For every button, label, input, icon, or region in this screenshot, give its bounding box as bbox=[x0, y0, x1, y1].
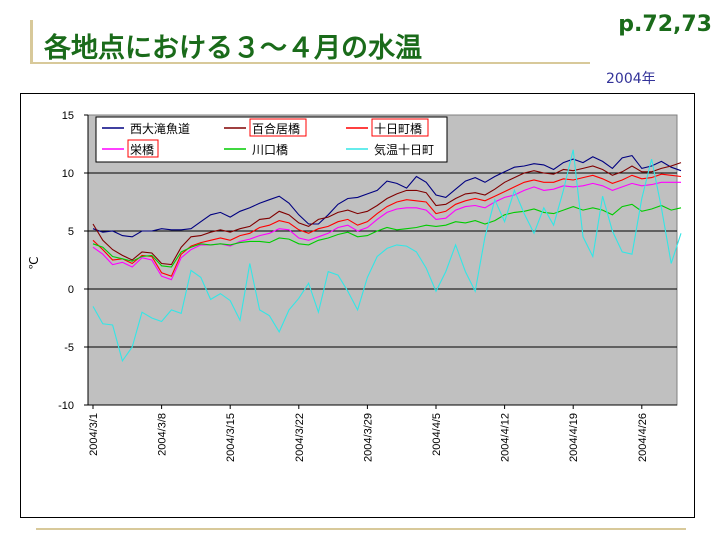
y-tick-label: 0 bbox=[68, 284, 74, 296]
plot-area bbox=[87, 114, 678, 406]
series-line-5 bbox=[92, 149, 682, 363]
series-line-4 bbox=[92, 203, 682, 268]
title-accent-bar bbox=[30, 20, 33, 64]
footer-rule bbox=[36, 528, 686, 530]
legend-label: 百合居橋 bbox=[252, 121, 300, 136]
gridlines bbox=[88, 172, 677, 348]
series-lines bbox=[92, 149, 682, 363]
x-tick-label: 2004/3/8 bbox=[157, 413, 169, 456]
legend-label: 気温十日町 bbox=[374, 142, 434, 157]
y-tick-label: -5 bbox=[64, 342, 74, 354]
x-tick-label: 2004/4/19 bbox=[568, 413, 580, 462]
y-tick-label: 5 bbox=[68, 226, 74, 238]
series-line-2 bbox=[92, 173, 682, 277]
legend-highlight-box bbox=[127, 139, 159, 158]
legend-highlight-box bbox=[249, 118, 307, 137]
y-tick-label: -10 bbox=[58, 400, 74, 412]
legend-label: 川口橋 bbox=[252, 143, 288, 157]
x-tick-label: 2004/3/29 bbox=[362, 413, 374, 462]
legend-label: 十日町橋 bbox=[374, 122, 422, 136]
x-tick-label: 2004/3/15 bbox=[225, 413, 237, 462]
y-axis-label: ℃ bbox=[27, 256, 41, 269]
legend-highlight-box bbox=[371, 118, 429, 137]
series-line-3 bbox=[92, 181, 681, 281]
y-tick-label: 15 bbox=[62, 110, 74, 122]
x-tick-label: 2004/4/5 bbox=[431, 413, 443, 456]
x-tick-label: 2004/3/1 bbox=[88, 413, 100, 456]
series-line-1 bbox=[92, 162, 682, 266]
series-line-0 bbox=[92, 154, 682, 238]
x-tick-label: 2004/4/12 bbox=[500, 413, 512, 462]
year-label: 2004年 bbox=[606, 71, 656, 87]
y-axis: 15 10 5 0 -5 -10 bbox=[58, 110, 89, 412]
x-axis: 2004/3/1 2004/3/8 2004/3/15 2004/3/22 2004/3… bbox=[88, 404, 677, 462]
y-tick-label: 10 bbox=[62, 168, 74, 180]
legend-label: 西大滝魚道 bbox=[130, 122, 190, 136]
title-underline bbox=[30, 62, 590, 64]
x-tick-label: 2004/4/26 bbox=[637, 413, 649, 462]
page-reference: p.72,73 bbox=[618, 12, 712, 37]
x-tick-label: 2004/3/22 bbox=[294, 413, 306, 462]
slide-title: 各地点における３～４月の水温 bbox=[44, 33, 422, 64]
legend-label: 栄橋 bbox=[130, 143, 154, 157]
